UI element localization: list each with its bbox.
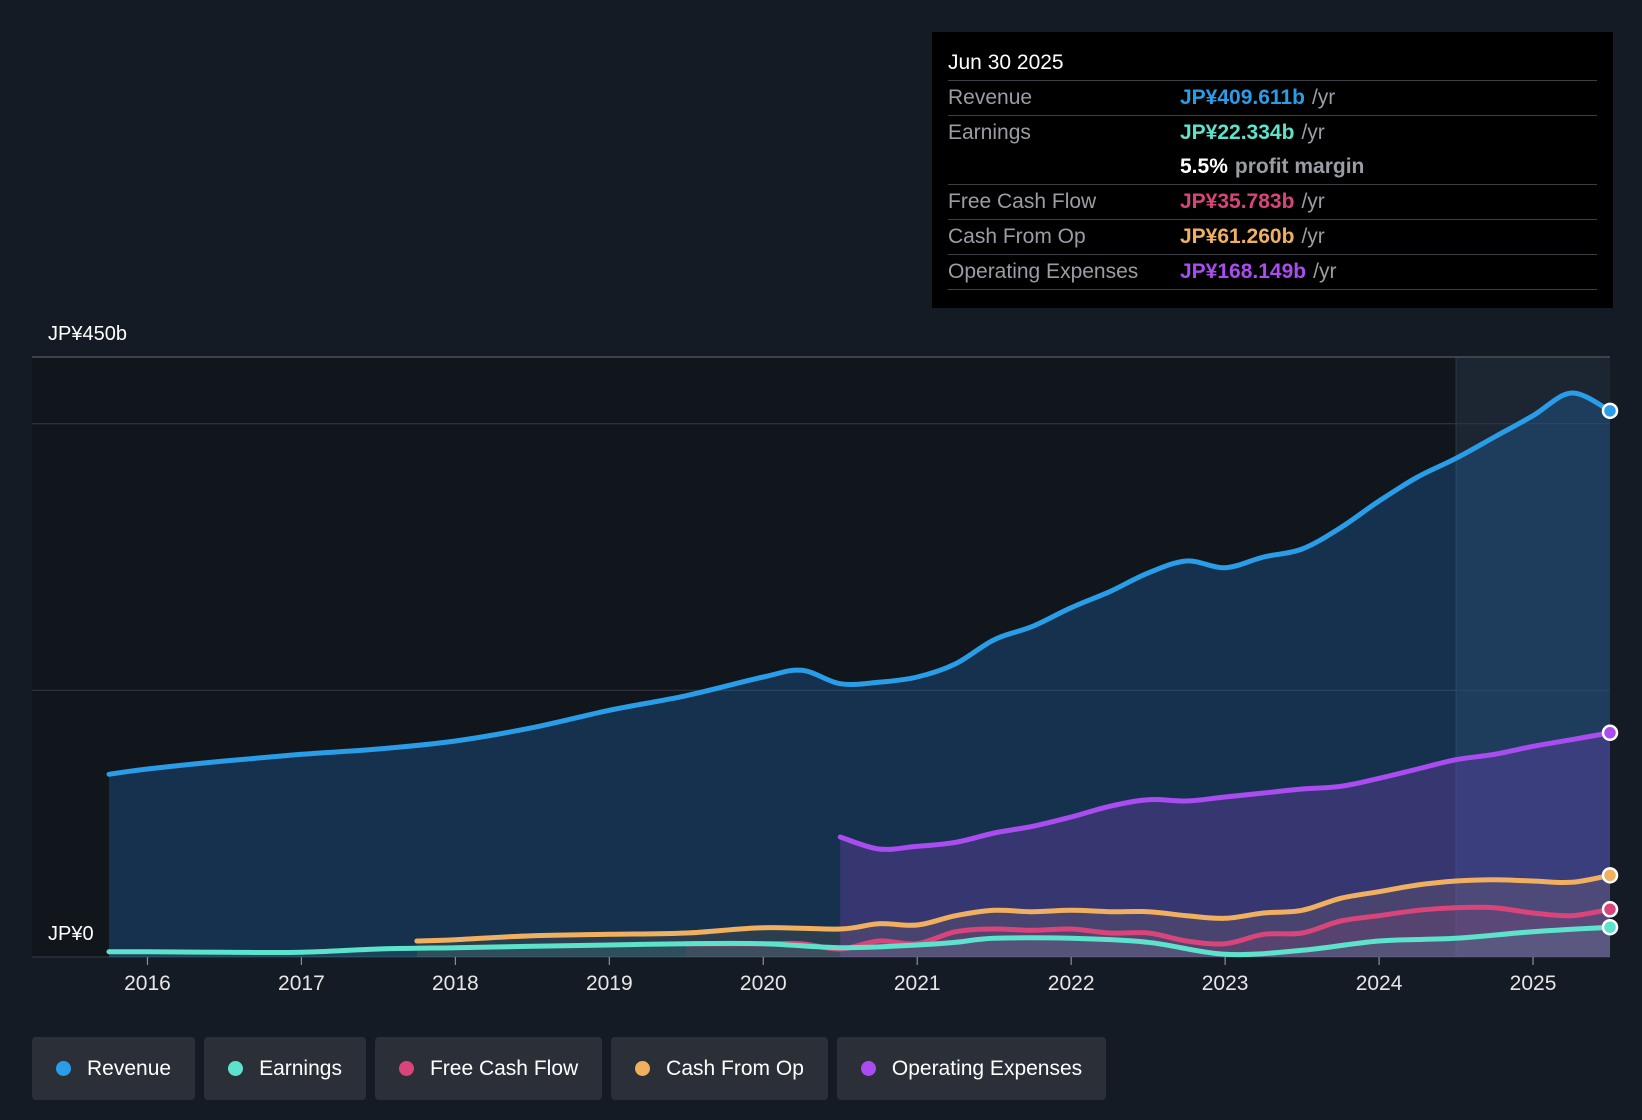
- area-cash-from-op: [416, 875, 1610, 957]
- tooltip-row-earnings: Earnings JP¥22.334b /yr: [948, 116, 1597, 150]
- x-tick-label: 2024: [1356, 972, 1403, 995]
- tooltip-row-profit-margin: 5.5% profit margin: [948, 150, 1597, 185]
- past-region: [32, 357, 1457, 957]
- tooltip-label: Earnings: [948, 121, 1031, 144]
- tooltip-label: Operating Expenses: [948, 260, 1139, 283]
- x-tick-label: 2020: [740, 972, 787, 995]
- tooltip-value: 5.5%: [1180, 155, 1228, 178]
- area-operating-expenses: [840, 732, 1610, 957]
- legend-dot-icon: [228, 1061, 244, 1076]
- tooltip-value: JP¥61.260b: [1180, 225, 1295, 248]
- series-endpoints: [1601, 402, 1619, 936]
- legend-item-operating-expenses[interactable]: Operating Expenses: [836, 1037, 1107, 1100]
- tooltip-value: JP¥409.611b: [1180, 86, 1305, 109]
- x-tick-label: 2017: [278, 972, 325, 995]
- tooltip-unit: /yr: [1313, 260, 1337, 283]
- gridlines: [32, 356, 1610, 958]
- x-axis: 2016 2017 2018 2019 2020 2021 2022 2023 2024 2025: [124, 957, 1556, 995]
- x-tick-label: 2023: [1202, 972, 1249, 995]
- tooltip-unit: /yr: [1301, 121, 1325, 144]
- tooltip-value: JP¥168.149b: [1180, 260, 1307, 283]
- tooltip-date: Jun 30 2025: [948, 48, 1597, 81]
- tooltip-row-cash-from-op: Cash From Op JP¥61.260b /yr: [948, 220, 1597, 255]
- legend-dot-icon: [56, 1061, 71, 1076]
- x-tick-label: 2016: [124, 972, 171, 995]
- x-tick-label: 2018: [432, 972, 479, 995]
- line-earnings: [106, 924, 1613, 958]
- endpoint-free-cash-flow: [1601, 901, 1619, 918]
- legend-item-cash-from-op[interactable]: Cash From Op: [611, 1037, 828, 1100]
- area-revenue: [109, 392, 1610, 958]
- legend-dot-icon: [398, 1061, 414, 1076]
- tooltip-value: JP¥35.783b: [1180, 190, 1295, 213]
- tooltip-label: Cash From Op: [948, 225, 1086, 248]
- tooltip-label: Free Cash Flow: [948, 190, 1097, 213]
- x-tick-label: 2019: [586, 972, 633, 995]
- tooltip-row-revenue: Revenue JP¥409.611b /yr: [948, 81, 1597, 116]
- line-revenue: [106, 390, 1613, 777]
- line-free-cash-flow: [683, 904, 1613, 952]
- endpoint-cash-from-op: [1601, 867, 1619, 884]
- x-tick-label: 2025: [1510, 972, 1557, 995]
- series-lines: [106, 390, 1613, 958]
- x-tick-label: 2021: [894, 972, 941, 995]
- endpoint-revenue: [1601, 402, 1619, 420]
- line-operating-expenses: [837, 730, 1613, 852]
- legend-item-earnings[interactable]: Earnings: [204, 1037, 366, 1100]
- legend-label: Free Cash Flow: [429, 1056, 579, 1080]
- legend-label: Cash From Op: [666, 1056, 804, 1080]
- legend-label: Earnings: [259, 1056, 342, 1080]
- tooltip-unit: /yr: [1301, 190, 1325, 213]
- tooltip-label: Revenue: [948, 86, 1033, 109]
- tooltip-row-operating-expenses: Operating Expenses JP¥168.149b /yr: [948, 255, 1597, 290]
- forecast-region: [1456, 357, 1610, 957]
- series-areas: [109, 392, 1610, 958]
- tooltip: Jun 30 2025 Revenue JP¥409.611b /yr Earn…: [932, 32, 1613, 308]
- y-axis-bottom-label: JP¥0: [48, 923, 94, 945]
- tooltip-unit: /yr: [1301, 225, 1325, 248]
- tooltip-row-free-cash-flow: Free Cash Flow JP¥35.783b /yr: [948, 185, 1597, 220]
- legend-dot-icon: [860, 1061, 876, 1076]
- tooltip-unit: /yr: [1311, 86, 1336, 109]
- legend: Revenue Earnings Free Cash Flow Cash Fro…: [32, 1037, 1107, 1100]
- legend-dot-icon: [635, 1061, 651, 1076]
- legend-item-free-cash-flow[interactable]: Free Cash Flow: [374, 1037, 603, 1100]
- legend-item-revenue[interactable]: Revenue: [32, 1037, 196, 1100]
- legend-label: Operating Expenses: [891, 1056, 1083, 1080]
- endpoint-earnings: [1601, 918, 1619, 936]
- y-axis-top-label: JP¥450b: [48, 323, 127, 345]
- tooltip-value: JP¥22.334b: [1180, 121, 1295, 144]
- line-cash-from-op: [414, 872, 1613, 944]
- x-tick-label: 2022: [1048, 972, 1095, 995]
- tooltip-unit: profit margin: [1234, 155, 1365, 178]
- legend-label: Revenue: [87, 1056, 172, 1080]
- endpoint-operating-expenses: [1601, 724, 1619, 742]
